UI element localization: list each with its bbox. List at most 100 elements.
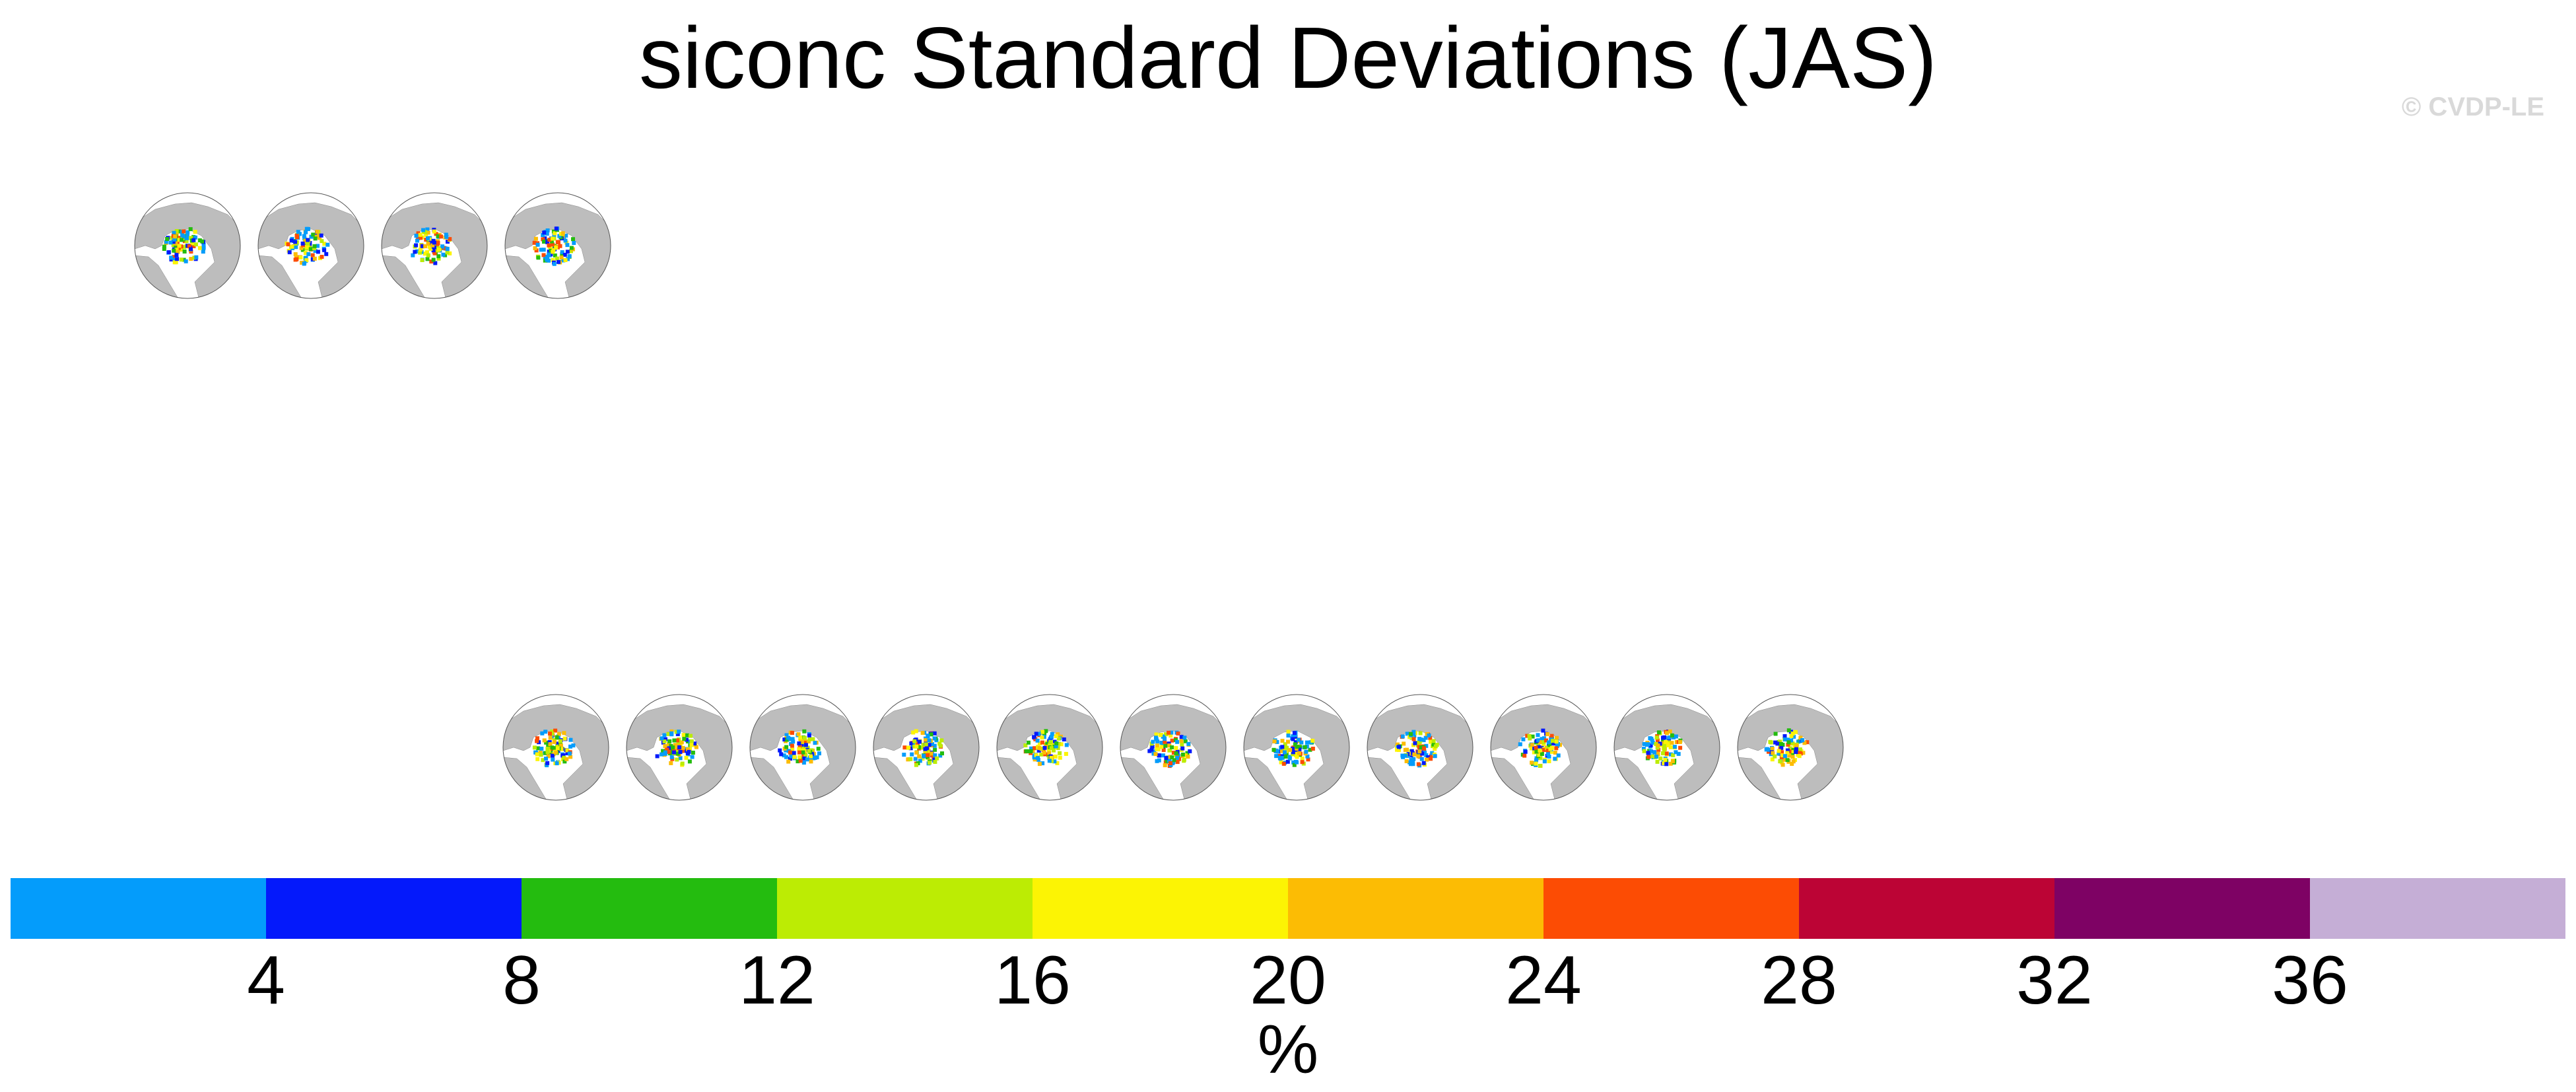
map-cell: [1523, 749, 1528, 754]
map-cell: [786, 759, 791, 764]
map-cell: [1546, 740, 1551, 745]
colorbar-segment: [1799, 878, 2055, 939]
map-cell: [536, 256, 541, 260]
map-cell: [542, 240, 546, 244]
map-cell: [547, 243, 551, 248]
map-cell: [1542, 759, 1547, 764]
map-cell: [182, 250, 187, 254]
map-cell: [1792, 734, 1796, 739]
map-cell: [1040, 740, 1044, 745]
map-cell: [294, 245, 298, 250]
map-cell: [1419, 737, 1423, 742]
map-cell: [1648, 736, 1652, 741]
map-cell: [663, 750, 667, 755]
map-boundary: [626, 694, 733, 801]
map-boundary: [873, 694, 980, 801]
map-cell: [444, 232, 448, 237]
map-cell: [548, 735, 553, 740]
map-cell: [1773, 754, 1777, 759]
map-cell: [1674, 750, 1678, 755]
map-cell: [685, 751, 690, 755]
map-cell: [286, 242, 290, 247]
map-cell: [545, 257, 549, 262]
map-cell: [562, 252, 567, 257]
map-cell: [322, 242, 327, 246]
map-cell: [1417, 745, 1421, 749]
map-cell: [669, 731, 674, 735]
map-cell: [938, 753, 943, 758]
map-cell: [1064, 743, 1069, 747]
map-cell: [423, 230, 428, 234]
map-cell: [172, 255, 176, 259]
map-cell: [790, 743, 794, 748]
map-cell: [1661, 751, 1665, 755]
map-cell: [426, 230, 430, 235]
map-cell: [1295, 745, 1299, 749]
map-cell: [1538, 748, 1542, 753]
map-cell: [193, 242, 198, 247]
map-cell: [1800, 738, 1805, 742]
map-cell: [545, 761, 550, 765]
map-cell: [555, 735, 559, 739]
map-cell: [557, 240, 560, 244]
map-cell: [431, 248, 436, 253]
map-cell: [1036, 732, 1041, 736]
map-cell: [927, 743, 932, 747]
map-cell: [415, 249, 420, 254]
map-cell: [1654, 742, 1658, 746]
map-cell: [174, 242, 178, 246]
map-cell: [1786, 742, 1790, 747]
map-cell: [1411, 737, 1416, 741]
map-cell: [1032, 735, 1036, 739]
map-cell: [1536, 733, 1540, 737]
map-cell: [182, 245, 186, 250]
map-cell: [779, 752, 784, 757]
map-cell: [317, 234, 322, 238]
map-cell: [1416, 762, 1421, 767]
map-cell: [541, 233, 545, 237]
map-cell: [189, 247, 193, 252]
map-boundary: [749, 694, 856, 801]
map-cell: [1055, 761, 1060, 765]
map-cell: [806, 739, 811, 744]
map-cell: [315, 230, 320, 234]
map-panel: [129, 175, 246, 310]
map-cell: [938, 743, 943, 748]
map-cell: [535, 739, 539, 743]
map-cell: [1272, 739, 1277, 743]
map-cell: [673, 745, 677, 750]
map-cell: [304, 258, 309, 263]
map-boundary: [1613, 694, 1720, 801]
map-cell: [1656, 747, 1661, 752]
map-cell: [177, 244, 182, 248]
map-cell: [1655, 759, 1660, 764]
map-cell: [1303, 745, 1307, 749]
map-cell: [1180, 752, 1185, 757]
map-cell: [1672, 745, 1677, 749]
map-cell: [1167, 741, 1171, 746]
map-cell: [1663, 757, 1668, 762]
map-cell: [322, 248, 327, 252]
map-cell: [671, 745, 675, 750]
map-cell: [1291, 750, 1295, 755]
map-cell: [553, 728, 558, 733]
map-cell: [790, 747, 795, 752]
map-cell: [554, 246, 559, 250]
map-cell: [557, 732, 561, 736]
map-cell: [1058, 755, 1062, 760]
map-cell: [797, 755, 802, 759]
map-cell: [1154, 735, 1158, 740]
map-cell: [926, 749, 931, 753]
map-cell: [1413, 741, 1417, 745]
map-cell: [1551, 741, 1555, 746]
map-land: [503, 704, 609, 800]
map-cell: [914, 729, 918, 734]
map-cell: [320, 255, 324, 259]
map-cell: [669, 748, 673, 753]
map-boundary: [1367, 694, 1474, 801]
map-cell: [1791, 748, 1796, 752]
map-cell: [1046, 753, 1051, 757]
map-cell: [1297, 751, 1301, 755]
map-cell: [1150, 745, 1155, 749]
map-cell: [1052, 748, 1056, 753]
